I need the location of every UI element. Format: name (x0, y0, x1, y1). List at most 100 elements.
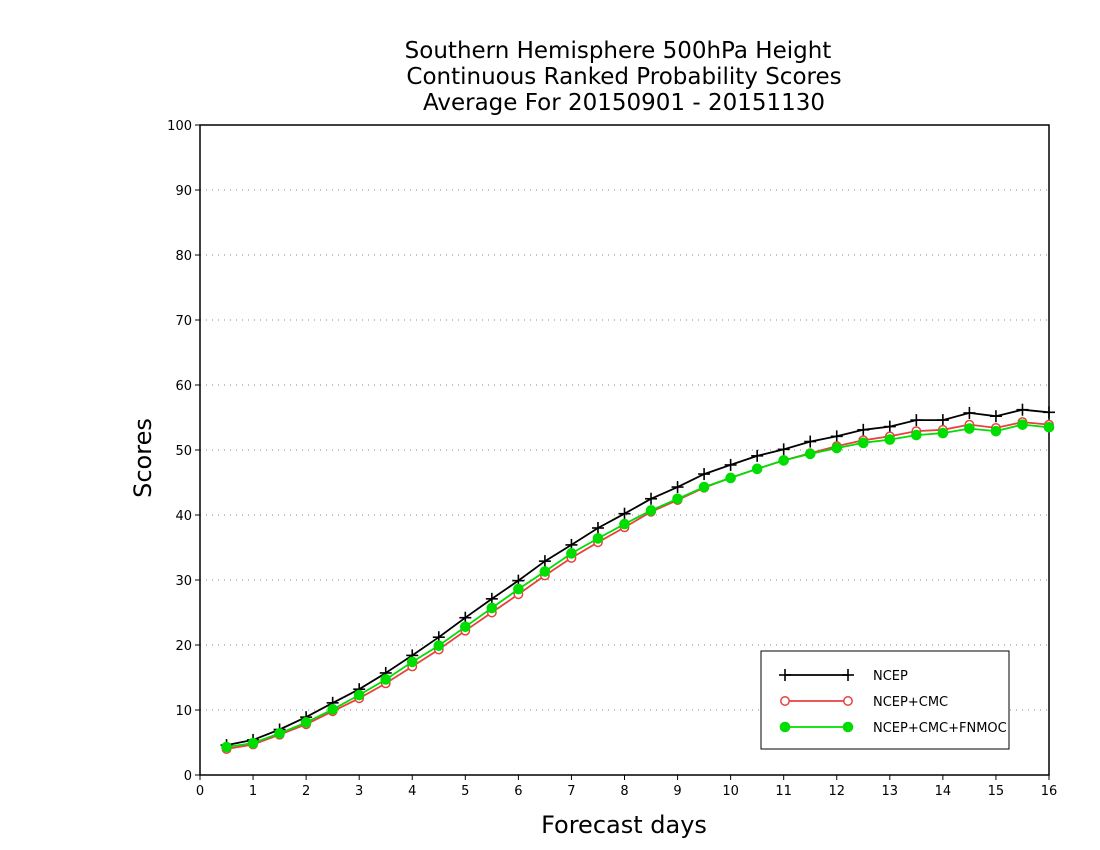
data-point (989, 410, 1002, 423)
y-tick-label: 90 (175, 184, 192, 199)
x-tick-label: 4 (408, 784, 416, 799)
x-tick-label: 11 (775, 784, 792, 799)
data-point (672, 493, 683, 505)
data-point (779, 721, 791, 733)
data-point (698, 481, 710, 493)
chart-title-line-1: Southern Hemisphere 500hPa Height (405, 38, 832, 64)
data-point (539, 566, 551, 577)
data-point (804, 435, 817, 448)
data-point (1043, 421, 1055, 433)
x-tick-label: 5 (461, 784, 469, 799)
data-point (591, 522, 604, 534)
data-point (842, 669, 854, 681)
x-tick-label: 14 (935, 784, 952, 799)
data-point (645, 505, 657, 516)
data-point (486, 602, 498, 614)
data-point (433, 640, 445, 651)
data-point (936, 414, 949, 427)
data-point (804, 448, 816, 460)
x-tick-label: 13 (882, 784, 899, 799)
x-axis-title: Forecast days (541, 811, 707, 839)
data-point (380, 674, 392, 685)
y-tick-label: 30 (175, 574, 192, 589)
data-point (592, 533, 604, 544)
data-point (618, 507, 631, 520)
data-point (460, 621, 471, 633)
x-tick-label: 2 (302, 784, 310, 799)
y-tick-label: 80 (175, 249, 192, 264)
legend-label: NCEP+CMC+FNMOC (873, 721, 1007, 736)
data-point (910, 414, 923, 427)
data-point (857, 423, 870, 436)
x-tick-label: 12 (828, 784, 845, 799)
data-point (353, 689, 365, 701)
x-tick-label: 10 (722, 784, 739, 799)
x-tick-label: 6 (514, 784, 522, 799)
data-point (406, 656, 418, 668)
x-tick-label: 7 (567, 784, 575, 799)
data-point (883, 420, 896, 433)
chart-title-line-3: Average For 20150901 - 20151130 (423, 90, 825, 116)
data-point (1043, 406, 1055, 419)
data-point (566, 548, 577, 559)
data-point (857, 437, 869, 449)
x-tick-label: 1 (249, 784, 257, 799)
series-line (226, 408, 1050, 746)
y-axis-title: Scores (129, 418, 157, 498)
legend-item: NCEP+CMC+FNMOC (779, 721, 1007, 736)
data-point (751, 463, 763, 475)
data-point (1017, 419, 1028, 430)
legend-label: NCEP (873, 669, 908, 684)
data-point (842, 721, 854, 733)
x-tick-label: 0 (196, 784, 204, 799)
data-point (830, 430, 843, 443)
legend-label: NCEP+CMC (873, 695, 948, 710)
data-point (779, 669, 791, 681)
series-layer (220, 403, 1055, 754)
data-point (990, 425, 1002, 437)
data-point (751, 449, 764, 462)
data-point (964, 423, 975, 434)
data-point (327, 704, 338, 715)
y-tick-label: 50 (175, 444, 192, 459)
x-tick-label: 3 (355, 784, 363, 799)
data-point (725, 472, 736, 484)
x-tick-label: 15 (988, 784, 1005, 799)
x-tick-label: 9 (673, 784, 681, 799)
y-tick-label: 70 (175, 314, 192, 329)
data-point (247, 737, 259, 749)
x-tick-label: 8 (620, 784, 628, 799)
legend-item: NCEP (779, 669, 908, 684)
legend: NCEP NCEP+CMC NCEP+CMC+FNMOC (760, 650, 1010, 750)
series-0 (220, 403, 1055, 752)
data-point (538, 555, 551, 568)
data-point (513, 583, 524, 595)
data-point (843, 696, 853, 706)
data-point (778, 455, 789, 466)
legend-item: NCEP+CMC (780, 695, 948, 710)
data-point (777, 443, 790, 456)
y-tick-label: 100 (167, 119, 192, 134)
data-point (724, 458, 737, 471)
data-point (645, 492, 658, 505)
chart-title-line-2: Continuous Ranked Probability Scores (406, 64, 841, 90)
gridlines (200, 189, 1049, 711)
x-tick-label: 16 (1041, 784, 1058, 799)
data-point (221, 741, 232, 753)
y-tick-label: 60 (175, 379, 192, 394)
series-2 (221, 419, 1055, 753)
data-point (937, 427, 949, 439)
data-point (911, 429, 922, 441)
data-point (619, 518, 630, 530)
data-point (300, 717, 312, 728)
data-point (1016, 403, 1029, 416)
y-tick-label: 40 (175, 509, 192, 524)
data-point (831, 442, 843, 454)
data-point (698, 468, 711, 481)
data-point (884, 434, 896, 445)
data-point (274, 728, 285, 739)
legend-box (760, 650, 1010, 750)
y-tick-label: 0 (184, 769, 192, 784)
